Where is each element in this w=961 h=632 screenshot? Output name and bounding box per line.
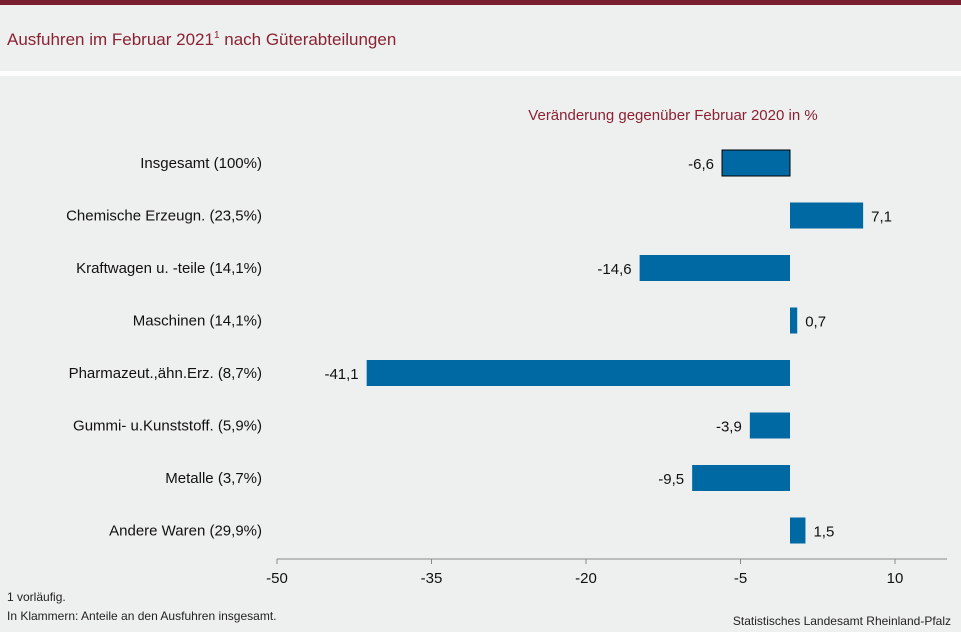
category-label: Maschinen (14,1%) bbox=[133, 313, 262, 330]
category-label: Gummi- u.Kunststoff. (5,9%) bbox=[73, 418, 262, 435]
bar bbox=[692, 465, 790, 491]
category-label: Kraftwagen u. -teile (14,1%) bbox=[76, 260, 262, 277]
x-tick-label: -5 bbox=[734, 570, 747, 587]
category-label: Chemische Erzeugn. (23,5%) bbox=[66, 208, 262, 225]
value-label: 1,5 bbox=[813, 524, 834, 541]
bar bbox=[790, 517, 806, 544]
x-tick-label: -20 bbox=[575, 570, 597, 587]
value-label: -3,9 bbox=[716, 419, 742, 436]
bar bbox=[790, 307, 798, 334]
bar bbox=[721, 149, 791, 177]
value-label: 7,1 bbox=[871, 209, 892, 226]
bar bbox=[790, 202, 864, 229]
category-label: Pharmazeut.,ähn.Erz. (8,7%) bbox=[69, 365, 262, 382]
category-label: Metalle (3,7%) bbox=[165, 470, 262, 487]
x-tick-label: -35 bbox=[421, 570, 443, 587]
value-label: 0,7 bbox=[805, 314, 826, 331]
category-label: Insgesamt (100%) bbox=[140, 155, 262, 172]
value-label: -6,6 bbox=[688, 156, 714, 173]
chart-subtitle: Veränderung gegenüber Februar 2020 in % bbox=[528, 107, 817, 124]
bar bbox=[366, 360, 790, 386]
value-label: -14,6 bbox=[597, 261, 631, 278]
footnote-preliminary: 1 vorläufig. bbox=[7, 590, 66, 604]
bar bbox=[639, 255, 790, 281]
chart-title: Ausfuhren im Februar 20211 nach Güterabt… bbox=[7, 30, 396, 50]
value-label: -9,5 bbox=[658, 471, 684, 488]
title-footnote-mark: 1 bbox=[213, 30, 220, 41]
top-rule bbox=[0, 0, 961, 5]
bar bbox=[749, 412, 790, 439]
title-suffix: nach Güterabteilungen bbox=[224, 30, 397, 49]
footnote-shares: In Klammern: Anteile an den Ausfuhren in… bbox=[7, 609, 277, 623]
value-label: -41,1 bbox=[324, 366, 358, 383]
x-tick-label: 10 bbox=[887, 570, 904, 587]
category-label: Andere Waren (29,9%) bbox=[109, 523, 262, 540]
title-text: Ausfuhren im Februar 2021 bbox=[7, 30, 214, 49]
title-divider bbox=[0, 71, 961, 76]
source-label: Statistisches Landesamt Rheinland-Pfalz bbox=[732, 614, 951, 628]
x-tick-label: -50 bbox=[266, 570, 288, 587]
